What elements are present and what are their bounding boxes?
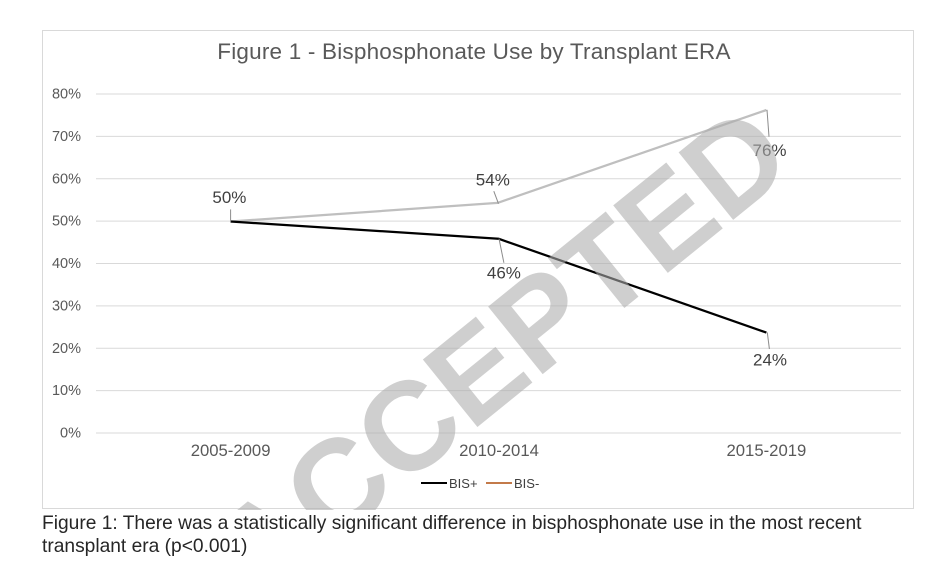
- svg-text:70%: 70%: [52, 129, 81, 145]
- svg-text:46%: 46%: [487, 264, 521, 283]
- svg-text:24%: 24%: [753, 351, 787, 370]
- svg-text:50%: 50%: [212, 188, 246, 207]
- svg-text:10%: 10%: [52, 383, 81, 399]
- svg-text:40%: 40%: [52, 256, 81, 272]
- svg-text:20%: 20%: [52, 341, 81, 357]
- svg-text:2005-2009: 2005-2009: [191, 441, 271, 460]
- svg-text:76%: 76%: [752, 141, 786, 160]
- svg-text:BIS+: BIS+: [449, 476, 478, 491]
- svg-text:2015-2019: 2015-2019: [726, 441, 806, 460]
- svg-text:BIS-: BIS-: [514, 476, 539, 491]
- svg-text:50%: 50%: [52, 214, 81, 230]
- svg-text:0%: 0%: [60, 426, 81, 442]
- svg-text:54%: 54%: [476, 171, 510, 190]
- svg-text:80%: 80%: [52, 87, 81, 103]
- svg-text:60%: 60%: [52, 171, 81, 187]
- svg-text:2010-2014: 2010-2014: [459, 441, 539, 460]
- svg-text:30%: 30%: [52, 298, 81, 314]
